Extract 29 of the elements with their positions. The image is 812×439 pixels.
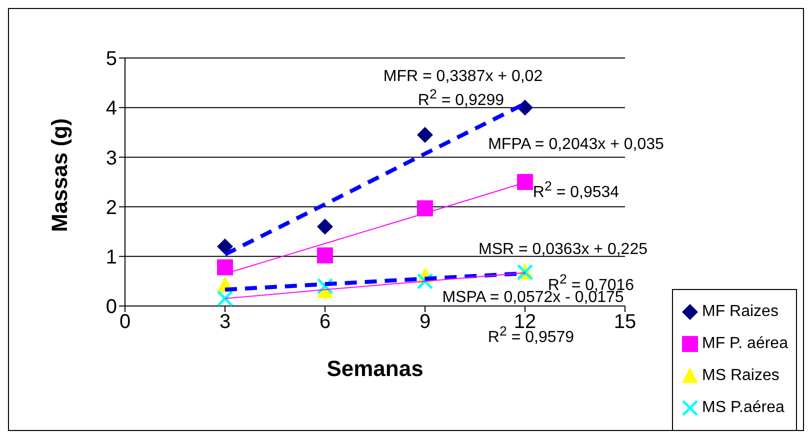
annotation: R$^{2}$ = 0,9534 (532, 179, 620, 202)
y-tick-label: 1 (106, 246, 117, 268)
point (417, 200, 433, 216)
point (317, 247, 333, 264)
legend-label: MS P.aérea (702, 399, 784, 417)
legend-label: MF P. aérea (702, 335, 788, 353)
x-tick-label: 6 (319, 311, 331, 334)
y-tick-label: 4 (106, 98, 117, 120)
point (517, 174, 533, 190)
legend-label: MS Raizes (702, 367, 780, 385)
y-tick-label: 0 (106, 296, 117, 318)
point (317, 218, 333, 235)
point (217, 259, 233, 276)
annotation: MFPA = 0,2043x + 0,035 (488, 136, 664, 153)
y-axis-title: Massas (g) (46, 118, 72, 232)
x-tick-label: 9 (419, 311, 431, 334)
x-tick-label: 3 (219, 311, 231, 334)
point (217, 238, 233, 254)
annotation: MSR = 0,0363x + 0,225 (478, 241, 648, 258)
annotation: MFR = 0,3387x + 0,02 (383, 68, 543, 85)
y-tick-label: 2 (106, 196, 117, 219)
point (216, 290, 234, 306)
x-axis-title: Semanas (326, 356, 424, 381)
point (417, 126, 433, 143)
legend-label: MF Raizes (702, 303, 778, 321)
y-tick-label: 3 (106, 147, 117, 170)
annotation: R$^{2}$ = 0,9299 (418, 87, 504, 110)
y-tick-label: 5 (106, 48, 117, 70)
x-tick-label: 15 (614, 311, 636, 334)
